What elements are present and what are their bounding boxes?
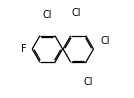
Text: Cl: Cl [101, 36, 110, 46]
Text: F: F [21, 44, 26, 54]
Text: Cl: Cl [71, 8, 81, 18]
Text: Cl: Cl [84, 77, 93, 87]
Text: Cl: Cl [42, 10, 52, 20]
